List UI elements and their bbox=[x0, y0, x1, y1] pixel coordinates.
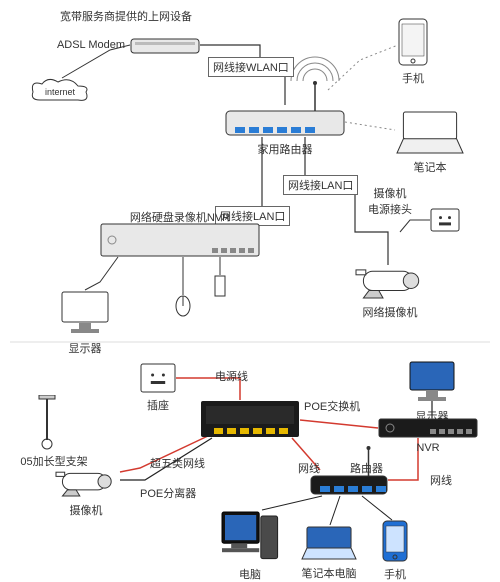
label-outlet_b: 插座 bbox=[128, 397, 188, 413]
label-lan_note_r: 网线接LAN口 bbox=[283, 175, 358, 195]
label-pc: 电脑 bbox=[220, 566, 280, 582]
cable bbox=[85, 257, 118, 290]
label-phone_top: 手机 bbox=[383, 70, 443, 86]
svg-text:internet: internet bbox=[45, 87, 76, 97]
label-net_lbl2: 网线 bbox=[430, 472, 452, 488]
label-title_top: 宽带服务商提供的上网设备 bbox=[60, 8, 192, 24]
label-poe_split: POE分离器 bbox=[140, 485, 196, 501]
cable bbox=[362, 496, 392, 520]
label-router_top: 家用路由器 bbox=[225, 141, 345, 157]
network-diagram: { "type": "network-diagram", "canvas": {… bbox=[0, 0, 500, 582]
label-wlan_note: 网线接WLAN口 bbox=[208, 57, 294, 77]
label-cam_pwr: 摄像机 电源接头 bbox=[368, 185, 412, 217]
label-ipcam_top: 网络摄像机 bbox=[355, 304, 425, 320]
cable bbox=[300, 420, 378, 428]
wifi-icon bbox=[291, 57, 339, 81]
label-ipcam_b: 摄像机 bbox=[55, 502, 117, 518]
label-bracket: 05加长型支架 bbox=[14, 453, 94, 469]
label-adsl: ADSL Modem bbox=[45, 39, 125, 51]
cable bbox=[330, 496, 340, 525]
cable bbox=[262, 496, 322, 510]
label-laptop_top: 笔记本 bbox=[395, 159, 465, 175]
cable bbox=[400, 220, 430, 232]
label-psu_cable: 电源线 bbox=[215, 368, 248, 384]
cable bbox=[345, 122, 395, 130]
label-nvr_top: 网络硬盘录像机NVR bbox=[100, 209, 260, 225]
label-phone_b: 手机 bbox=[365, 566, 425, 582]
label-nvr_b: NVR bbox=[378, 442, 478, 454]
label-monitor_top: 显示器 bbox=[55, 340, 115, 356]
label-poe_switch: POE交换机 bbox=[304, 398, 374, 414]
label-laptop_b: 笔记本电脑 bbox=[299, 565, 359, 581]
label-cat5_lbl: 超五类网线 bbox=[150, 455, 205, 471]
